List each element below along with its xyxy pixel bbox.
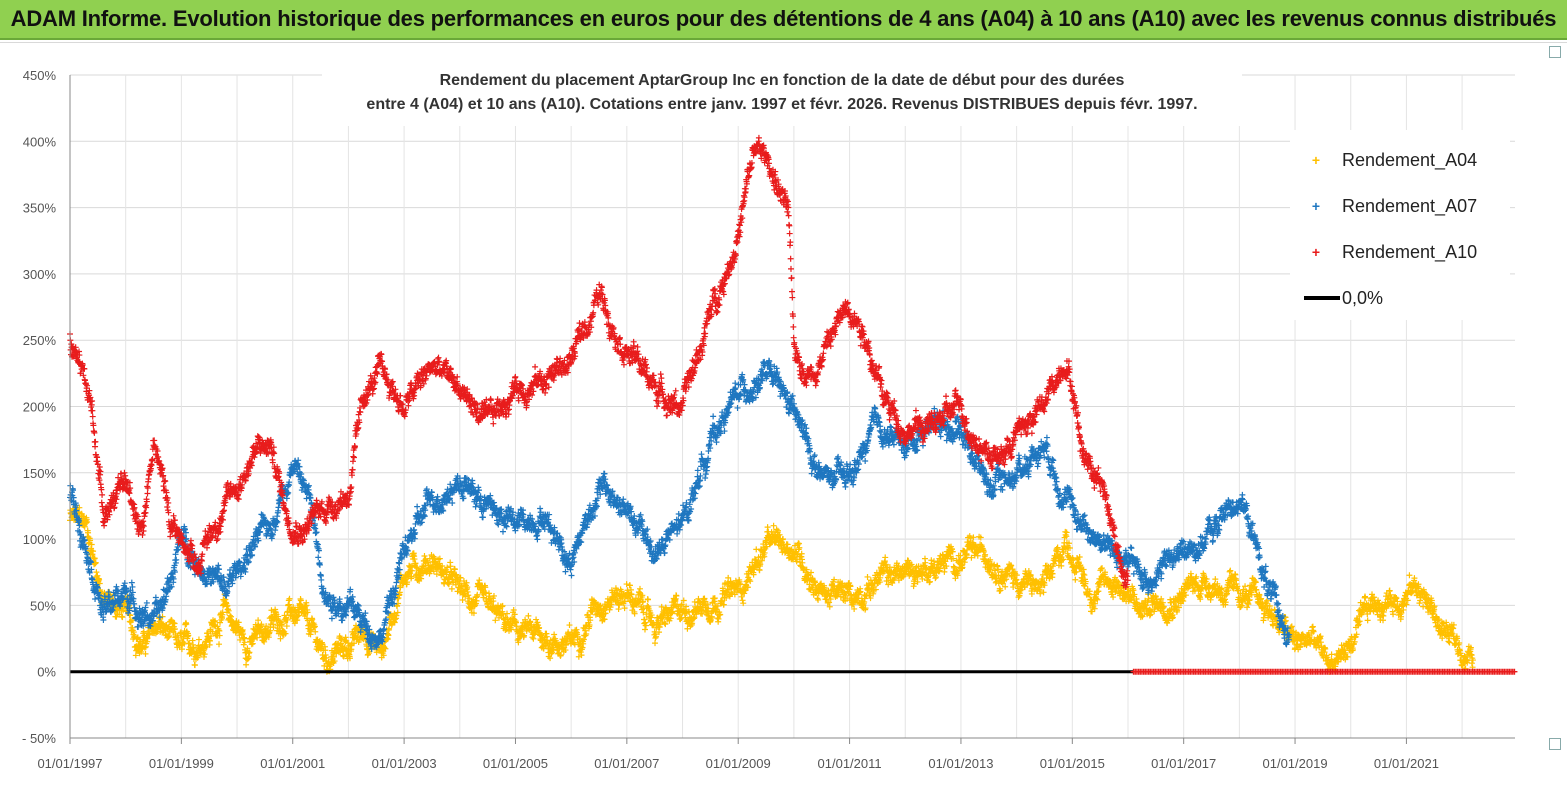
data-point-rendement-a04 (200, 653, 207, 660)
data-point-rendement-a04 (203, 643, 210, 650)
data-point-rendement-a04 (119, 614, 126, 621)
data-point-rendement-a04 (87, 537, 94, 544)
data-point-rendement-a04 (476, 577, 483, 584)
data-point-rendement-a04 (162, 631, 169, 638)
data-point-rendement-a04 (623, 581, 630, 588)
data-point-rendement-a04 (530, 635, 537, 642)
data-point-rendement-a07 (181, 526, 188, 533)
data-point-rendement-a04 (551, 631, 558, 638)
data-point-rendement-a04 (1406, 572, 1413, 579)
data-point-rendement-a04 (195, 642, 202, 649)
data-point-rendement-a04 (237, 636, 244, 643)
data-point-rendement-a04 (129, 617, 136, 624)
data-point-rendement-a04 (814, 595, 821, 602)
data-point-rendement-a04 (80, 513, 87, 520)
data-point-rendement-a04 (207, 633, 214, 640)
data-point-rendement-a04 (81, 523, 88, 530)
data-point-rendement-a04 (815, 596, 822, 603)
data-point-rendement-a04 (171, 620, 178, 627)
data-point-rendement-a04 (1362, 594, 1369, 601)
chart-area (0, 42, 1567, 790)
data-point-rendement-a04 (235, 619, 242, 626)
data-point-rendement-a04 (140, 628, 147, 635)
points-layer (67, 134, 1476, 676)
data-point-rendement-a04 (90, 548, 97, 555)
data-point-rendement-a04 (201, 651, 208, 658)
data-point-rendement-a04 (216, 641, 223, 648)
data-point-rendement-a04 (130, 629, 137, 636)
data-point-rendement-a07 (307, 494, 314, 501)
data-point-rendement-a04 (864, 573, 871, 580)
data-point-rendement-a04 (146, 631, 153, 638)
data-point-rendement-a04 (79, 512, 86, 519)
report-title: ADAM Informe. Evolution historique des p… (10, 6, 1557, 31)
data-point-rendement-a04 (764, 524, 771, 531)
data-point-rendement-a04 (83, 519, 90, 526)
data-point-rendement-a04 (1263, 599, 1270, 606)
data-point-rendement-a04 (1072, 576, 1079, 583)
data-point-rendement-a04 (191, 662, 198, 669)
data-point-rendement-a04 (183, 621, 190, 628)
data-point-rendement-a04 (165, 634, 172, 641)
data-point-rendement-a07 (318, 576, 325, 583)
data-point-rendement-a04 (365, 651, 372, 658)
data-point-rendement-a04 (1040, 589, 1047, 596)
data-point-rendement-a04 (195, 636, 202, 643)
data-point-rendement-a04 (739, 597, 746, 604)
data-point-rendement-a07 (128, 579, 135, 586)
data-point-rendement-a04 (770, 522, 777, 529)
data-point-rendement-a04 (225, 607, 232, 614)
data-point-rendement-a04 (1364, 617, 1371, 624)
data-point-rendement-a04 (525, 612, 532, 619)
data-point-rendement-a07 (315, 554, 322, 561)
data-point-rendement-a04 (144, 635, 151, 642)
report-banner: ADAM Informe. Evolution historique des p… (0, 0, 1567, 40)
data-point-rendement-a07 (173, 556, 180, 563)
data-point-rendement-a07 (100, 617, 107, 624)
data-point-rendement-a04 (120, 607, 127, 614)
data-point-rendement-a04 (177, 629, 184, 636)
data-point-rendement-a04 (1446, 639, 1453, 646)
data-point-rendement-a04 (93, 569, 100, 576)
data-point-rendement-a04 (200, 647, 207, 654)
data-point-rendement-a04 (142, 650, 149, 657)
data-point-rendement-a04 (1328, 651, 1335, 658)
data-point-rendement-a04 (243, 661, 250, 668)
data-point-rendement-a04 (85, 534, 92, 541)
data-point-rendement-a04 (882, 554, 889, 561)
data-point-rendement-a04 (186, 640, 193, 647)
data-point-rendement-a04 (206, 637, 213, 644)
data-point-rendement-a04 (212, 617, 219, 624)
data-point-rendement-a04 (448, 585, 455, 592)
data-point-rendement-a04 (1245, 601, 1252, 608)
data-point-rendement-a04 (209, 628, 216, 635)
data-point-rendement-a04 (85, 540, 92, 547)
data-point-rendement-a04 (88, 541, 95, 548)
data-point-rendement-a04 (228, 613, 235, 620)
data-point-rendement-a04 (297, 597, 304, 604)
data-point-rendement-a04 (217, 619, 224, 626)
data-point-rendement-a04 (171, 625, 178, 632)
data-point-rendement-a04 (84, 519, 91, 526)
data-point-rendement-a04 (91, 555, 98, 562)
data-point-rendement-a04 (158, 620, 165, 627)
data-point-rendement-a04 (641, 626, 648, 633)
data-point-rendement-a04 (1227, 567, 1234, 574)
data-point-rendement-a04 (96, 580, 103, 587)
data-point-rendement-a04 (185, 632, 192, 639)
data-point-rendement-a04 (141, 644, 148, 651)
data-point-rendement-a04 (118, 613, 125, 620)
data-point-rendement-a04 (216, 632, 223, 639)
data-point-rendement-a04 (96, 576, 103, 583)
